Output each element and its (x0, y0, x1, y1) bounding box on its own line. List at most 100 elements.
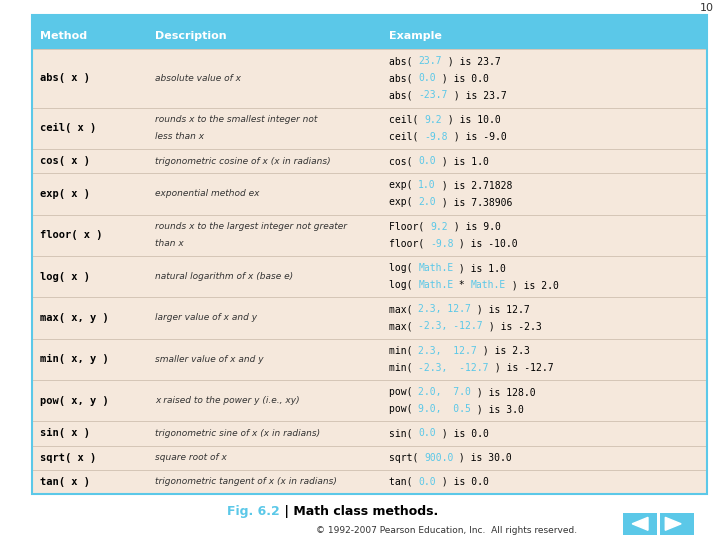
Text: min( x, y ): min( x, y ) (40, 354, 108, 364)
Text: -23.7: -23.7 (418, 90, 448, 100)
Text: Example: Example (389, 31, 441, 41)
Text: *: * (454, 280, 471, 290)
Text: 23.7: 23.7 (418, 56, 441, 66)
Polygon shape (632, 517, 648, 530)
Text: x raised to the power y (i.e., xy): x raised to the power y (i.e., xy) (155, 396, 300, 405)
Text: max(: max( (389, 305, 418, 314)
Text: ) is 9.0: ) is 9.0 (448, 222, 500, 232)
Text: | Math class methods.: | Math class methods. (279, 505, 438, 518)
Text: ) is 2.0: ) is 2.0 (506, 280, 559, 290)
Text: trigonometric cosine of x (x in radians): trigonometric cosine of x (x in radians) (155, 157, 330, 166)
Text: 2.3,  12.7: 2.3, 12.7 (418, 346, 477, 356)
Text: ) is 3.0: ) is 3.0 (471, 404, 524, 414)
Text: ) is 1.0: ) is 1.0 (436, 156, 489, 166)
Text: ) is -9.0: ) is -9.0 (448, 132, 506, 142)
Text: ) is -2.3: ) is -2.3 (483, 321, 541, 332)
Text: ceil(: ceil( (389, 132, 424, 142)
Text: exponential method ex: exponential method ex (155, 190, 259, 198)
Text: pow( x, y ): pow( x, y ) (40, 396, 108, 406)
Bar (32, 380, 707, 421)
Text: ceil( x ): ceil( x ) (40, 123, 96, 133)
Text: square root of x: square root of x (155, 453, 227, 462)
Text: ) is 30.0: ) is 30.0 (454, 453, 512, 463)
Text: ) is 0.0: ) is 0.0 (436, 428, 489, 438)
Text: floor( x ): floor( x ) (40, 230, 102, 240)
Text: sqrt(: sqrt( (389, 453, 424, 463)
Text: 0.0: 0.0 (418, 477, 436, 487)
Text: log( x ): log( x ) (40, 272, 89, 281)
Text: 0.0: 0.0 (418, 156, 436, 166)
Bar (32, 421, 707, 445)
Text: 0.0: 0.0 (418, 428, 436, 438)
Text: Fig. 6.2: Fig. 6.2 (227, 505, 279, 518)
Text: 1.0: 1.0 (418, 180, 436, 190)
Text: larger value of x and y: larger value of x and y (155, 313, 257, 322)
Text: cos( x ): cos( x ) (40, 156, 89, 166)
Text: abs(: abs( (389, 73, 418, 83)
Text: max( x, y ): max( x, y ) (40, 313, 108, 323)
Bar (32, 149, 707, 173)
Text: tan(: tan( (389, 477, 418, 487)
Text: ) is 2.3: ) is 2.3 (477, 346, 530, 356)
Bar (660, 513, 694, 535)
Text: ) is 0.0: ) is 0.0 (436, 477, 489, 487)
Text: ) is -10.0: ) is -10.0 (454, 239, 518, 249)
Text: floor(: floor( (389, 239, 430, 249)
Polygon shape (665, 517, 681, 530)
Text: rounds x to the largest integer not greater: rounds x to the largest integer not grea… (155, 222, 347, 231)
Text: sin(: sin( (389, 428, 418, 438)
Text: Method: Method (40, 31, 86, 41)
Text: 9.2: 9.2 (424, 114, 441, 125)
Bar (32, 446, 707, 470)
Text: © 1992-2007 Pearson Education, Inc.  All rights reserved.: © 1992-2007 Pearson Education, Inc. All … (316, 526, 577, 535)
Text: ) is 23.7: ) is 23.7 (448, 90, 506, 100)
Text: min(: min( (389, 346, 418, 356)
Text: ) is 1.0: ) is 1.0 (454, 263, 506, 273)
Text: 2.0: 2.0 (418, 198, 436, 207)
Bar (32, 214, 707, 256)
Bar (623, 513, 657, 535)
Text: cos(: cos( (389, 156, 418, 166)
Text: ceil(: ceil( (389, 114, 424, 125)
Text: pow(: pow( (389, 387, 418, 397)
Text: abs( x ): abs( x ) (40, 73, 89, 83)
Bar (32, 173, 707, 214)
Text: abs(: abs( (389, 90, 418, 100)
Text: 9.0,  0.5: 9.0, 0.5 (418, 404, 471, 414)
Text: trigonometric tangent of x (x in radians): trigonometric tangent of x (x in radians… (155, 477, 337, 487)
Text: pow(: pow( (389, 404, 418, 414)
Bar (32, 107, 707, 149)
Text: exp( x ): exp( x ) (40, 189, 89, 199)
Text: less than x: less than x (155, 132, 204, 141)
Text: 900.0: 900.0 (424, 453, 454, 463)
Text: Math.E: Math.E (418, 280, 454, 290)
Text: absolute value of x: absolute value of x (155, 74, 240, 83)
Text: 2.3, 12.7: 2.3, 12.7 (418, 305, 471, 314)
Bar (32, 49, 707, 107)
Text: log(: log( (389, 280, 418, 290)
Bar (32, 339, 707, 380)
Text: ) is 10.0: ) is 10.0 (441, 114, 500, 125)
Text: ) is 2.71828: ) is 2.71828 (436, 180, 512, 190)
Bar (32, 15, 707, 494)
Text: rounds x to the smallest integer not: rounds x to the smallest integer not (155, 115, 318, 124)
Text: -2.3,  -12.7: -2.3, -12.7 (418, 363, 489, 373)
Text: exp(: exp( (389, 180, 418, 190)
Text: exp(: exp( (389, 198, 418, 207)
Text: ) is 0.0: ) is 0.0 (436, 73, 489, 83)
Text: natural logarithm of x (base e): natural logarithm of x (base e) (155, 272, 293, 281)
Text: max(: max( (389, 321, 418, 332)
Text: ) is 128.0: ) is 128.0 (471, 387, 536, 397)
Text: ) is 7.38906: ) is 7.38906 (436, 198, 512, 207)
Text: Floor(: Floor( (389, 222, 430, 232)
Text: -9.8: -9.8 (430, 239, 454, 249)
Text: -2.3, -12.7: -2.3, -12.7 (418, 321, 483, 332)
Text: log(: log( (389, 263, 418, 273)
Bar (32, 49, 707, 494)
Text: trigonometric sine of x (x in radians): trigonometric sine of x (x in radians) (155, 429, 320, 438)
Text: than x: than x (155, 239, 184, 248)
Text: smaller value of x and y: smaller value of x and y (155, 355, 264, 364)
Text: 2.0,  7.0: 2.0, 7.0 (418, 387, 471, 397)
Text: 0.0: 0.0 (418, 73, 436, 83)
Bar (32, 15, 707, 49)
